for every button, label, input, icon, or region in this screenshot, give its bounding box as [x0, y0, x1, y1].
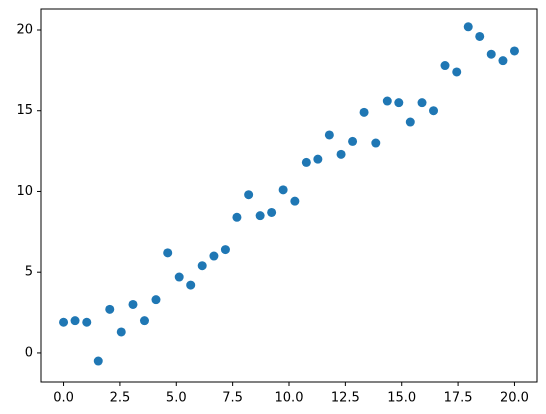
- point: [278, 185, 288, 195]
- x-tick-label: 17.5: [444, 391, 473, 406]
- point: [486, 49, 496, 59]
- point: [244, 190, 254, 200]
- x-tick-label: 5.0: [166, 391, 187, 406]
- point: [452, 67, 462, 77]
- y-tick-label: 10: [16, 184, 33, 199]
- point: [463, 22, 473, 32]
- point: [394, 98, 404, 108]
- point: [348, 136, 358, 146]
- point: [163, 248, 173, 258]
- point: [359, 107, 369, 117]
- point: [105, 304, 115, 314]
- y-tick-label: 0: [25, 345, 33, 360]
- x-tick-label: 7.5: [222, 391, 243, 406]
- point: [82, 317, 92, 327]
- x-tick-label: 15.0: [387, 391, 416, 406]
- point: [232, 212, 242, 222]
- point: [267, 207, 277, 217]
- point: [498, 56, 508, 66]
- y-tick-label: 15: [16, 103, 33, 118]
- point: [93, 356, 103, 366]
- point: [475, 31, 485, 41]
- point: [70, 316, 80, 326]
- point: [128, 299, 138, 309]
- x-tick-label: 20.0: [500, 391, 529, 406]
- x-tick-label: 2.5: [110, 391, 131, 406]
- point: [197, 261, 207, 271]
- point: [417, 98, 427, 108]
- point: [220, 245, 230, 255]
- point: [174, 272, 184, 282]
- point: [255, 211, 265, 221]
- point: [151, 295, 161, 305]
- point: [139, 316, 149, 326]
- x-tick-label: 0.0: [53, 391, 74, 406]
- point: [290, 196, 300, 206]
- point: [301, 157, 311, 167]
- point: [509, 46, 519, 56]
- point: [382, 96, 392, 106]
- y-tick-label: 5: [25, 265, 33, 280]
- point: [440, 61, 450, 71]
- y-tick-label: 20: [16, 22, 33, 37]
- point: [186, 280, 196, 290]
- point: [324, 130, 334, 140]
- point: [429, 106, 439, 116]
- point: [405, 117, 415, 127]
- point: [209, 251, 219, 261]
- x-tick-label: 12.5: [331, 391, 360, 406]
- point: [336, 149, 346, 159]
- axes-frame: [40, 8, 538, 383]
- point: [116, 327, 126, 337]
- x-tick-label: 10.0: [275, 391, 304, 406]
- point: [313, 154, 323, 164]
- point: [371, 138, 381, 148]
- point: [59, 317, 69, 327]
